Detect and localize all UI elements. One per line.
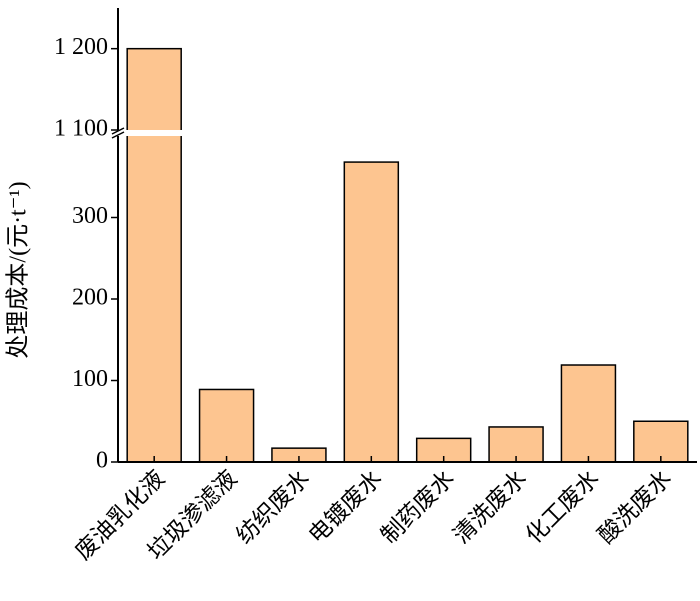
y-tick-label: 100 [72, 366, 108, 392]
bar [126, 47, 182, 463]
y-tick-label: 300 [72, 203, 108, 229]
x-tick-label: 制药废水 [376, 466, 459, 549]
bar [343, 161, 400, 463]
y-tick-label: 1 100 [54, 116, 108, 142]
x-tick-label: 化工废水 [521, 466, 604, 549]
y-axis-label: 处理成本/(元·t⁻¹) [5, 181, 32, 358]
x-tick-label: 纺织废水 [231, 466, 314, 549]
bar [633, 420, 689, 463]
y-tick-label: 200 [72, 285, 108, 311]
bar [198, 388, 255, 463]
axis-break-gap [108, 130, 191, 136]
x-tick-label: 清洗废水 [449, 466, 532, 549]
bar [560, 364, 617, 463]
x-tick-label: 电镀废水 [304, 466, 387, 549]
y-tick-label: 0 [96, 448, 108, 474]
x-tick-label: 酸洗废水 [593, 466, 676, 549]
axis-break-mark [111, 131, 125, 139]
axis-break-mark [111, 127, 125, 135]
y-tick-label: 1 200 [54, 34, 108, 60]
